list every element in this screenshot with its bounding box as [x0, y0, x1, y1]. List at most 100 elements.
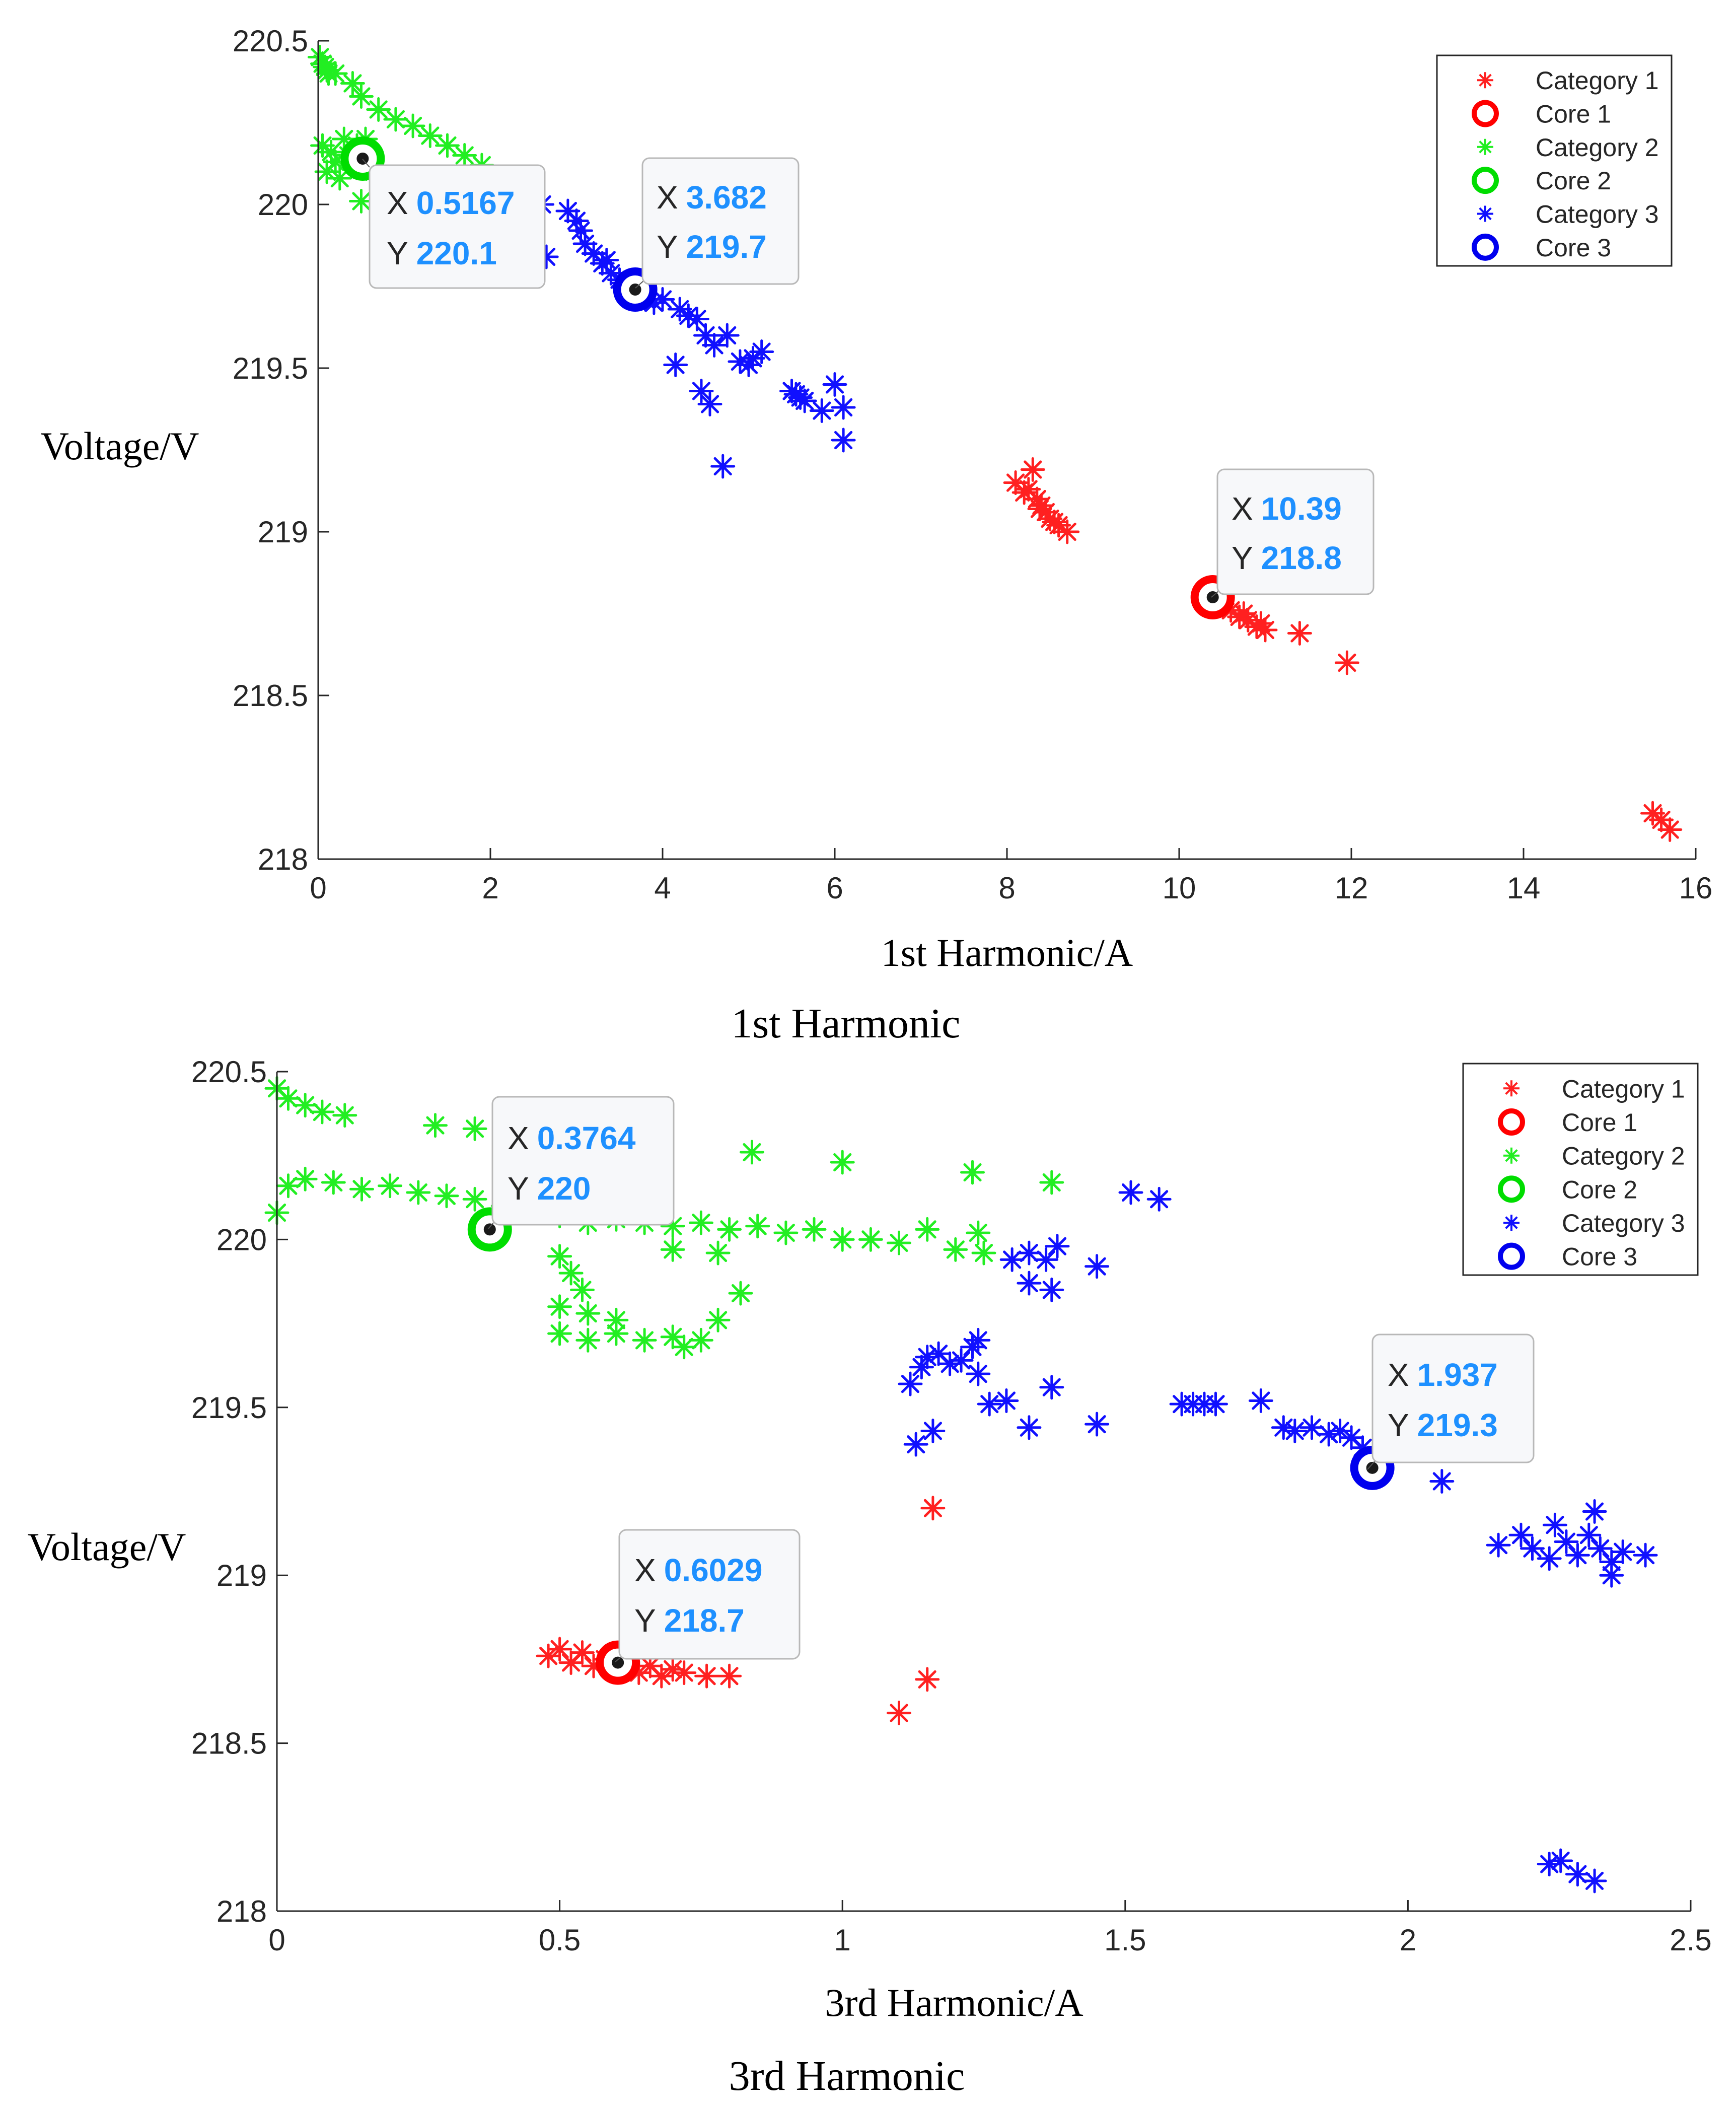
category-3-point	[822, 372, 847, 397]
category-2-point	[378, 1173, 403, 1199]
category-3-point	[736, 353, 761, 377]
svg-text:X10.39: X 10.39	[1232, 490, 1342, 527]
y-tick-label: 219.5	[191, 1391, 267, 1425]
category-2-point	[310, 1099, 335, 1125]
category-2-point	[971, 1240, 996, 1266]
category-3-point	[1045, 1234, 1070, 1259]
category-2-point	[434, 1183, 459, 1209]
category-2-point	[570, 1277, 595, 1302]
category-2-point	[915, 1217, 940, 1242]
category-1-point	[1020, 457, 1045, 482]
category-1-point	[1025, 486, 1050, 512]
category-2-point	[406, 1180, 431, 1205]
y-axis-label: Voltage/V	[41, 424, 199, 468]
legend-label-core-3: Core 3	[1562, 1243, 1637, 1271]
datatip-0[interactable]: X 0.5167 Y 220.1	[362, 159, 546, 289]
category-3-point	[1576, 1522, 1602, 1548]
x-tick-label: 2.5	[1670, 1923, 1711, 1957]
category-3-point	[684, 307, 709, 331]
x-tick-label: 6	[826, 871, 843, 905]
legend-marker-category-1	[1503, 1080, 1520, 1097]
datatip-1[interactable]: X 3.682 Y 219.7	[635, 157, 800, 289]
panel-1st-harmonic: 0 2 4 6 8 10 12 14 16 218 218.5 219 219.5 220 220.5 1…	[41, 24, 1713, 1047]
category-2-point	[327, 166, 352, 191]
x-ticks-1st-harmonic: 0 2 4 6 8 10 12 14 16	[310, 848, 1712, 905]
legend-label-category-1: Category 1	[1536, 66, 1659, 95]
category-2-point	[314, 159, 339, 184]
x-tick-label: 0	[310, 871, 326, 905]
category-3-point	[572, 231, 598, 256]
panel-3rd-harmonic: 0 0.5 1 1.5 2 2.5 218 218.5 219 219.5 220 220.5 3r…	[28, 1055, 1712, 2099]
y-ticks-1st-harmonic: 218 218.5 219 219.5 220 220.5	[233, 24, 329, 876]
category-2-point	[705, 1307, 731, 1332]
category-1-point	[536, 1643, 561, 1668]
category-3-point	[1537, 1546, 1562, 1571]
category-3-point	[534, 244, 559, 269]
core-3-datatip-dot	[627, 282, 643, 298]
core-markers-3rd-harmonic	[467, 1207, 1395, 1685]
category-3-point	[1599, 1550, 1624, 1574]
category-1-point	[717, 1663, 742, 1689]
category-3-point	[949, 1348, 974, 1373]
legend-label-category-3: Category 3	[1536, 200, 1659, 229]
category-2-point	[672, 1335, 697, 1360]
category-2-point	[276, 1086, 301, 1111]
y-tick-label: 218.5	[191, 1727, 267, 1761]
category-3-point	[728, 349, 753, 374]
category-3-point	[994, 1388, 1019, 1413]
category-2-point	[660, 1237, 685, 1262]
category-3-point	[1554, 1529, 1579, 1554]
category-2-point	[462, 1116, 487, 1141]
svg-text:X0.6029: X 0.6029	[634, 1552, 762, 1588]
core-1-datatip-dot	[610, 1654, 626, 1671]
y-tick-label: 219	[216, 1559, 267, 1592]
category-1-point	[1016, 477, 1041, 502]
svg-text:X0.5167: X 0.5167	[387, 185, 515, 221]
datatip-0[interactable]: X 0.3764 Y 220	[488, 1096, 675, 1229]
category-3-point	[792, 388, 817, 413]
category-3-point	[831, 395, 856, 420]
category-3-point	[702, 333, 727, 358]
category-3-point	[1271, 1415, 1296, 1440]
category-2-point	[547, 1321, 572, 1346]
category-2-point	[558, 1260, 584, 1286]
legend-label-category-2: Category 2	[1562, 1142, 1685, 1170]
legend-marker-core-1	[1498, 1108, 1525, 1136]
datatip-2[interactable]: X 10.39 Y 218.8	[1211, 468, 1375, 598]
datatip-1[interactable]: X 1.937 Y 219.3	[1367, 1333, 1535, 1470]
category-1-point	[637, 1653, 663, 1678]
category-2-point	[435, 133, 460, 158]
category-1-point	[1649, 807, 1674, 832]
category-3-point	[1017, 1271, 1042, 1296]
category-3-point	[710, 454, 736, 479]
category-2-point	[332, 1103, 357, 1128]
category-1-point	[1248, 611, 1273, 636]
y-tick-label: 219.5	[233, 352, 308, 385]
category-3-point	[667, 297, 692, 322]
x-axis-label: 3rd Harmonic/A	[825, 1981, 1083, 2024]
y-tick-label: 220	[258, 188, 308, 222]
category-3-point	[1084, 1254, 1110, 1279]
category-1-point	[1231, 601, 1256, 626]
category-3-point	[564, 208, 589, 233]
category-3-point	[1282, 1419, 1308, 1443]
category-3-point	[1520, 1536, 1545, 1561]
legend-marker-category-2	[1503, 1147, 1520, 1164]
category-3-point	[1587, 1536, 1613, 1561]
category-3-point	[903, 1432, 928, 1457]
category-3-point	[1039, 1375, 1064, 1400]
x-tick-label: 1.5	[1104, 1923, 1146, 1957]
legend-marker-core-2	[1498, 1175, 1525, 1203]
category-1-point	[1657, 817, 1683, 842]
y-axis-label: Voltage/V	[28, 1525, 186, 1569]
datatip-2[interactable]: X 0.6029 Y 218.7	[615, 1529, 801, 1662]
category-3-point	[1350, 1435, 1375, 1460]
y-tick-label: 220.5	[233, 24, 308, 58]
category-2-point	[547, 1294, 572, 1319]
category-2-point	[943, 1237, 968, 1262]
category-3-point	[920, 1419, 946, 1443]
